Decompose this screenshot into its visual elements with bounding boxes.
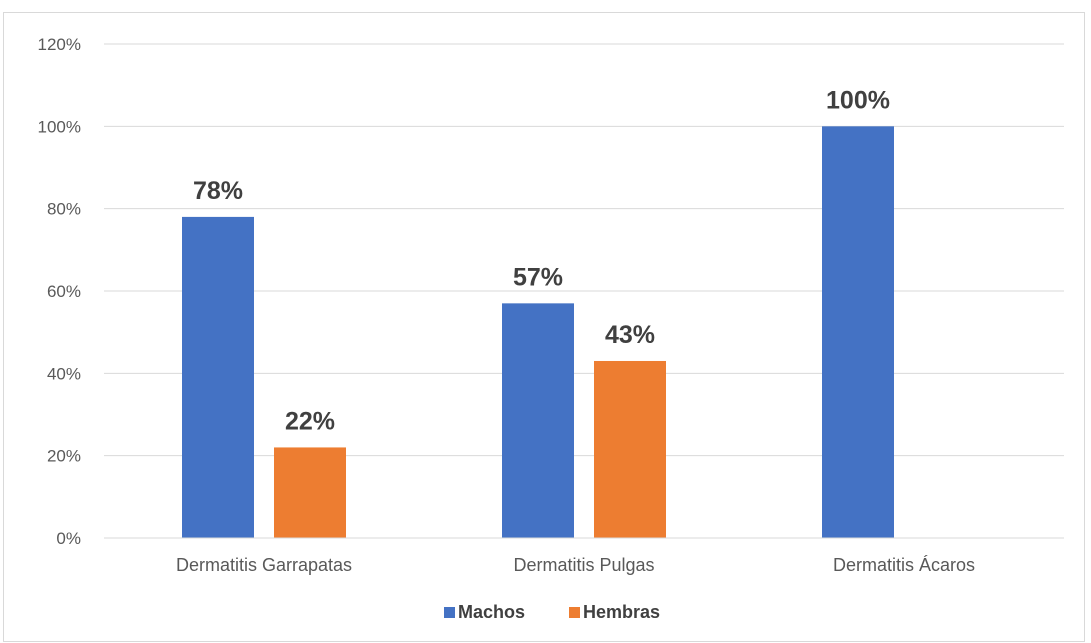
bar-machos [502, 303, 574, 538]
y-tick-label: 80% [47, 200, 81, 219]
bar-hembras [274, 447, 346, 538]
y-tick-label: 100% [38, 117, 81, 136]
y-tick-label: 120% [38, 35, 81, 54]
chart-frame: 0% 20% 40% 60% 80% 100% 120% 78% 22% Dermatitis G… [3, 12, 1085, 642]
data-label: 22% [285, 407, 335, 435]
x-category-label: Dermatitis Garrapatas [176, 555, 352, 575]
data-label: 57% [513, 263, 563, 291]
y-tick-label: 60% [47, 282, 81, 301]
legend-swatch-hembras [569, 607, 580, 618]
data-label: 78% [193, 177, 243, 205]
legend-label-machos: Machos [458, 602, 525, 622]
legend-label-hembras: Hembras [583, 602, 660, 622]
x-category-label: Dermatitis Ácaros [833, 555, 975, 575]
data-label: 100% [826, 86, 890, 114]
y-tick-label: 20% [47, 447, 81, 466]
bar-chart: 0% 20% 40% 60% 80% 100% 120% 78% 22% Dermatitis G… [38, 35, 1064, 622]
data-label: 43% [605, 321, 655, 349]
bar-machos [822, 126, 894, 538]
y-tick-label: 40% [47, 364, 81, 383]
bar-hembras [594, 360, 666, 538]
y-tick-label: 0% [56, 529, 81, 548]
legend-swatch-machos [444, 607, 455, 618]
x-category-label: Dermatitis Pulgas [513, 555, 654, 575]
bar-machos [182, 216, 254, 538]
